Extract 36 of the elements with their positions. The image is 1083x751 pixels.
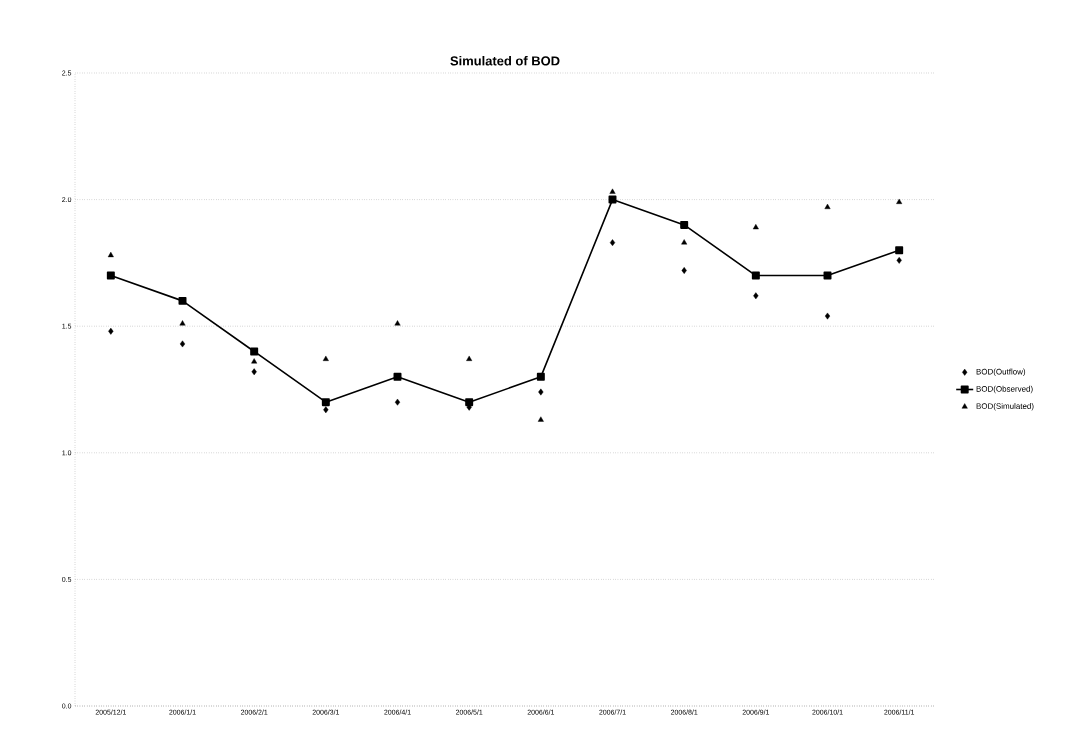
point <box>824 312 831 320</box>
point <box>466 355 473 361</box>
point <box>752 224 759 230</box>
point <box>108 327 114 335</box>
point <box>609 239 616 247</box>
point <box>322 355 329 361</box>
point <box>179 340 186 348</box>
point <box>681 239 688 245</box>
point <box>680 220 689 229</box>
point <box>107 251 114 258</box>
point <box>178 296 187 305</box>
point <box>751 271 760 280</box>
point <box>681 267 687 274</box>
point <box>538 388 544 396</box>
point <box>608 195 617 204</box>
point <box>536 372 545 381</box>
point <box>609 188 616 194</box>
point <box>179 320 186 326</box>
point <box>896 256 902 264</box>
point <box>823 271 832 280</box>
point <box>394 398 401 406</box>
point <box>323 406 329 414</box>
chart-title: Simulated of BOD <box>450 55 560 66</box>
point <box>251 358 258 364</box>
point <box>896 198 903 204</box>
point <box>824 203 831 209</box>
point <box>895 246 904 255</box>
point <box>465 398 474 407</box>
point <box>393 372 402 381</box>
point <box>251 368 257 376</box>
point <box>753 292 759 300</box>
point <box>250 347 259 356</box>
point <box>537 416 544 422</box>
point <box>394 320 401 326</box>
point <box>106 271 115 280</box>
point <box>321 398 330 407</box>
